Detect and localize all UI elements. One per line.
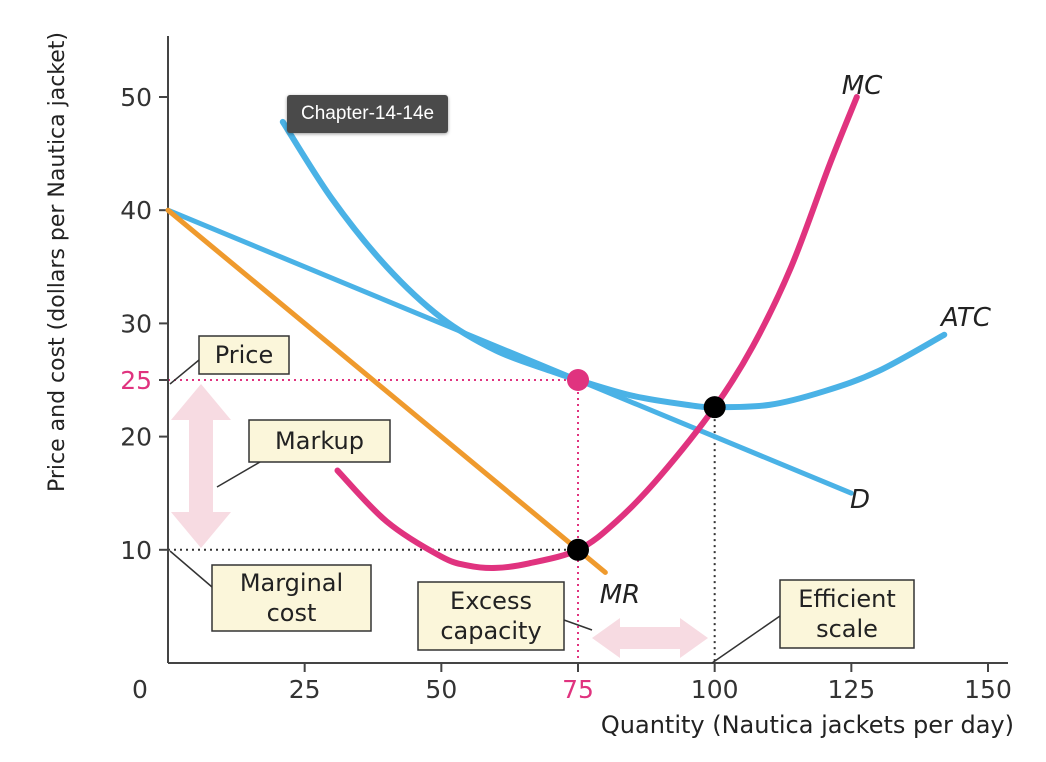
annotation-box-markup	[248, 419, 391, 463]
annotation-box-price	[198, 335, 290, 375]
y-axis-label: Price and cost (dollars per Nautica jack…	[45, 32, 70, 492]
x-tick-label: 50	[425, 675, 457, 704]
annotation-text-excess_capacity: capacity	[440, 617, 541, 645]
y-tick-label: 30	[120, 309, 152, 338]
annotation-leader-price	[169, 359, 200, 385]
y-tick-label: 40	[120, 196, 152, 225]
axes	[159, 36, 1008, 672]
annotation-text-efficient_scale: Efficient	[798, 585, 896, 613]
curve-label-mr: MR	[600, 580, 641, 610]
series-d-line	[165, 207, 854, 496]
x-tick-label: 150	[964, 675, 1012, 704]
series-lines	[165, 94, 948, 575]
curve-labels: MC ATC D MR	[600, 71, 992, 610]
annotation-leader-efficient_scale	[711, 615, 781, 664]
annotation-text-marginal_cost: cost	[267, 599, 317, 627]
tick-labels: 0 25 50 75 100 125 150 10 20 25 30 40 50	[120, 83, 1012, 704]
annotation-box-efficient_scale	[779, 579, 915, 649]
y-tick-label: 20	[120, 423, 152, 452]
y-tick-label: 25	[120, 366, 152, 395]
annotation-text-efficient_scale: scale	[816, 615, 878, 643]
marked-points	[567, 369, 726, 561]
marked-point	[567, 369, 590, 391]
x-tick-label: 75	[562, 675, 594, 704]
excess-capacity-arrow	[592, 618, 708, 658]
x-tick-label: 25	[289, 675, 321, 704]
marked-point	[567, 538, 590, 561]
annotation-box-marginal_cost	[211, 564, 372, 632]
annotation-box-excess_capacity	[417, 581, 565, 651]
series-mr-line	[165, 207, 608, 575]
annotation-text-price: Price	[215, 341, 274, 369]
x-tick-label: 0	[132, 675, 148, 704]
annotation-text-excess_capacity: Excess	[450, 587, 532, 615]
series-mc-line	[334, 94, 860, 572]
x-tick-label: 125	[827, 675, 875, 704]
annotation-leader-markup	[216, 461, 261, 488]
curve-label-d: D	[850, 485, 870, 515]
annotation-text-markup: Markup	[275, 427, 364, 455]
y-tick-label: 50	[120, 83, 152, 112]
x-tick-label: 100	[691, 675, 739, 704]
range-arrows	[171, 384, 708, 658]
chapter-tooltip: Chapter-14-14e	[287, 95, 449, 133]
x-axis-label: Quantity (Nautica jackets per day)	[601, 711, 1014, 739]
annotation-leader-excess_capacity	[563, 619, 593, 631]
annotation-text-marginal_cost: Marginal	[240, 569, 343, 597]
curve-label-mc: MC	[842, 71, 883, 101]
marked-point	[703, 396, 726, 419]
annotation-leader-marginal_cost	[169, 550, 213, 588]
y-tick-label: 10	[120, 536, 152, 565]
series-atc-line	[279, 118, 948, 411]
markup-arrow	[171, 384, 231, 548]
curve-label-atc: ATC	[939, 303, 992, 333]
